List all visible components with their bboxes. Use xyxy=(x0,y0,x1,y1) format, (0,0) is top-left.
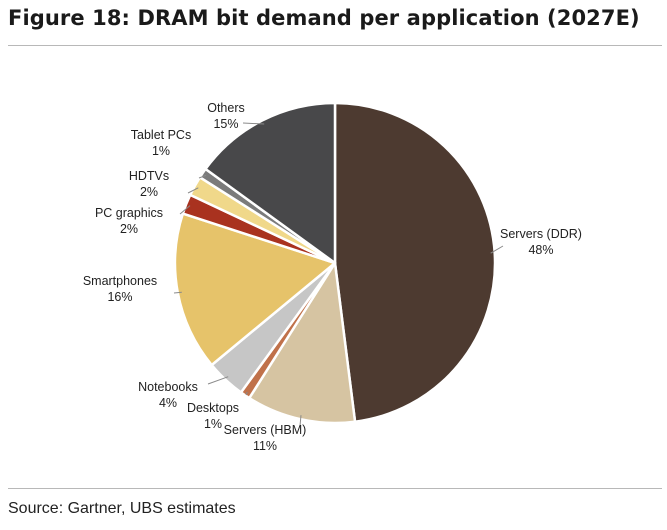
label-servers-ddr-name: Servers (DDR) xyxy=(500,227,582,241)
leader-line xyxy=(242,122,265,125)
pie-chart: Servers (DDR) 48% Servers (HBM) 11% Desktops… xyxy=(83,101,582,453)
pie-slice-servers-ddr xyxy=(333,101,497,423)
label-others-pct: 15% xyxy=(213,117,238,131)
title-divider xyxy=(8,45,662,46)
pie-slices xyxy=(173,101,497,425)
slice-labels: Servers (DDR) 48% Servers (HBM) 11% Desktops… xyxy=(83,101,582,453)
label-tablet-pcs-pct: 1% xyxy=(152,144,170,158)
label-servers-ddr-pct: 48% xyxy=(528,243,553,257)
leader-line xyxy=(198,174,207,179)
label-servers-hbm-pct: 11% xyxy=(253,439,277,453)
figure-title: Figure 18: DRAM bit demand per applicati… xyxy=(8,6,640,30)
leader-line xyxy=(299,415,302,427)
label-desktops-pct: 1% xyxy=(204,417,222,431)
label-desktops-name: Desktops xyxy=(187,401,239,415)
source-divider xyxy=(8,488,662,489)
label-others-name: Others xyxy=(207,101,245,115)
label-pc-graphics-pct: 2% xyxy=(120,222,138,236)
leader-line xyxy=(490,245,504,254)
label-leaders xyxy=(173,122,504,427)
pie-slice-others xyxy=(204,101,337,265)
pie-slice-servers-hbm xyxy=(248,261,357,425)
label-notebooks-name: Notebooks xyxy=(138,380,198,394)
leader-line xyxy=(187,187,199,194)
label-smartphones-name: Smartphones xyxy=(83,274,157,288)
leader-line xyxy=(207,376,229,385)
label-tablet-pcs-name: Tablet PCs xyxy=(131,128,191,142)
label-notebooks-pct: 4% xyxy=(159,396,177,410)
leader-line xyxy=(179,205,191,215)
label-hdtvs-name: HDTVs xyxy=(129,169,169,183)
label-pc-graphics-name: PC graphics xyxy=(95,206,163,220)
label-smartphones-pct: 16% xyxy=(107,290,132,304)
leader-line xyxy=(173,291,182,294)
source-note: Source: Gartner, UBS estimates xyxy=(8,500,236,517)
leader-line xyxy=(245,391,248,396)
label-servers-hbm-name: Servers (HBM) xyxy=(224,423,307,437)
label-hdtvs-pct: 2% xyxy=(140,185,158,199)
